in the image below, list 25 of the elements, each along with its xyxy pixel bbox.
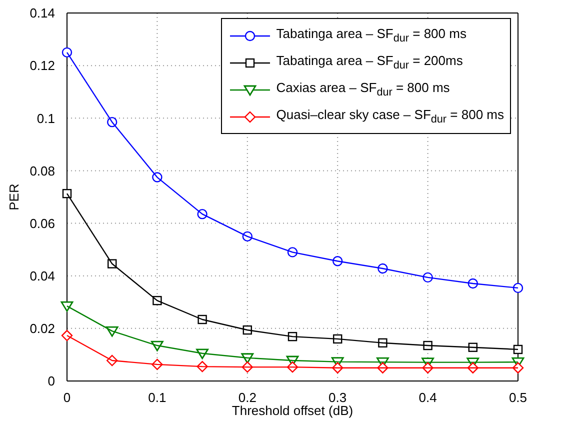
- x-tick-label: 0.3: [328, 390, 347, 406]
- x-tick-label: 0.2: [238, 390, 256, 406]
- x-tick-label: 0.1: [148, 390, 166, 406]
- y-tick-label: 0.06: [30, 216, 55, 231]
- legend-label: Caxias area – SF$_{dur}$ = 800 ms: [276, 80, 450, 99]
- y-tick-label: 0.02: [30, 321, 55, 336]
- x-axis-title: Threshold offset (dB): [232, 403, 354, 418]
- point: [513, 344, 523, 354]
- x-tick-label: 0.5: [508, 390, 528, 406]
- y-tick-label: 0.12: [30, 58, 55, 74]
- x-tick-label: 0.4: [418, 390, 437, 406]
- point: [512, 362, 524, 374]
- y-tick-label: 0.14: [30, 6, 55, 21]
- legend-label: Tabatinga area – SF$_{dur}$ = 200ms: [276, 53, 463, 72]
- point: [62, 47, 72, 58]
- point: [512, 282, 524, 294]
- y-tick-label: 0.08: [30, 163, 55, 178]
- point: [61, 330, 73, 342]
- x-tick-label: 0: [63, 390, 71, 406]
- legend-label: Tabatinga area – SF$_{dur}$ = 800 ms: [276, 26, 466, 45]
- y-tick-label: 0.04: [30, 268, 55, 284]
- legend-label: Quasi–clear sky case – SF$_{dur}$ = 800 ms: [276, 107, 504, 126]
- y-tick-label: 0: [48, 374, 55, 389]
- y-tick-label: 0.1: [36, 110, 55, 126]
- y-axis-title: PER: [6, 184, 22, 210]
